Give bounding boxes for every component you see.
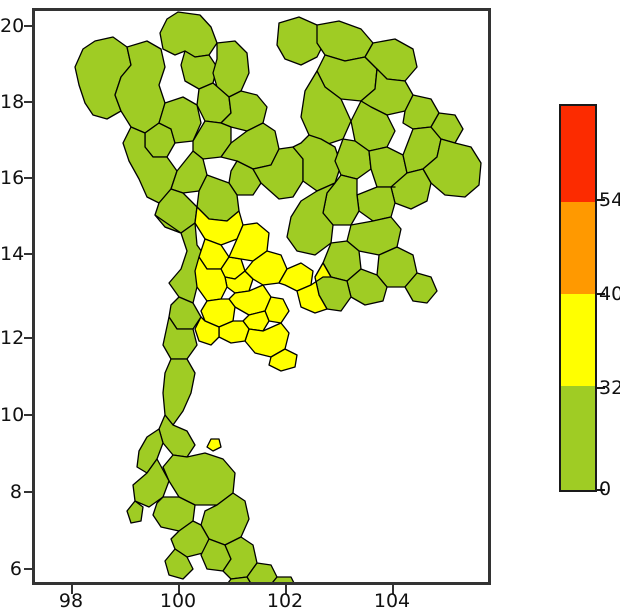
colorbar-tick-mark <box>597 387 605 389</box>
map-layer-provinces <box>74 11 482 582</box>
province-phuket <box>126 500 144 524</box>
province-angthong <box>224 270 254 294</box>
colorbar-band-red <box>561 106 595 202</box>
x-tick-label: 100 <box>159 590 197 612</box>
province-prachinburi <box>296 262 332 314</box>
province-samutprakan <box>268 348 298 372</box>
y-tick-label: 6 <box>9 558 22 580</box>
y-tick-label: 16 <box>0 167 25 189</box>
province-khonkaen <box>300 70 352 146</box>
y-tick-label: 20 <box>0 15 25 37</box>
colorbar-tick-mark <box>597 293 605 295</box>
provinces-class-0-32 <box>74 11 482 582</box>
y-tick-label: 10 <box>0 404 25 426</box>
province-chumphon <box>158 414 196 458</box>
province-ranong <box>136 428 164 474</box>
colorbar-label: 40 <box>599 283 620 305</box>
thailand-choropleth-svg <box>74 11 482 582</box>
x-tick-label: 104 <box>373 590 411 612</box>
province-phetchabun <box>252 146 304 200</box>
x-tick-mark <box>285 585 287 594</box>
province-mahasarakham <box>334 138 372 180</box>
colorbar-tick-mark <box>597 489 605 491</box>
colorbar-band-yellow <box>561 294 595 387</box>
province-sakonnakhon <box>360 68 414 116</box>
colorbar <box>559 104 597 492</box>
province-chiangrai <box>159 11 218 58</box>
colorbar-label: 0 <box>599 478 612 500</box>
y-tick-label: 14 <box>0 243 25 265</box>
colorbar-tick-mark <box>597 199 605 201</box>
province-trat <box>404 272 438 304</box>
province-rayong <box>346 268 388 306</box>
province-prachuap <box>162 358 196 426</box>
x-tick-label: 102 <box>266 590 304 612</box>
x-tick-mark <box>178 585 180 594</box>
provinces-class-32-40 <box>194 206 332 452</box>
colorbar-label: 32 <box>599 377 620 399</box>
y-tick-label: 8 <box>9 481 22 503</box>
province-phangnga <box>132 458 170 508</box>
province-samutsakhon <box>218 320 250 344</box>
y-tick-mark <box>24 491 33 493</box>
y-tick-mark <box>24 414 33 416</box>
island-kohsamui <box>206 438 222 452</box>
province-surin <box>356 186 396 222</box>
province-samutsongkhram <box>194 316 220 346</box>
province-satun <box>164 548 194 580</box>
colorbar-band-orange <box>561 202 595 295</box>
y-tick-mark <box>24 253 33 255</box>
province-narathiwat <box>272 576 295 582</box>
map-area <box>35 11 488 582</box>
province-phetchaburi <box>162 316 198 360</box>
province-nakhonratchasima <box>286 182 336 256</box>
x-tick-mark <box>392 585 394 594</box>
province-yala <box>227 576 251 582</box>
province-suphanburi <box>194 256 228 302</box>
y-tick-mark <box>24 101 33 103</box>
colorbar-label: 54 <box>599 189 620 211</box>
x-tick-label: 98 <box>58 590 84 612</box>
y-tick-mark <box>24 337 33 339</box>
x-tick-mark <box>71 585 73 594</box>
y-tick-label: 12 <box>0 327 25 349</box>
colorbar-band-green <box>561 386 595 490</box>
y-tick-mark <box>24 568 33 570</box>
y-tick-mark <box>24 177 33 179</box>
y-tick-mark <box>24 25 33 27</box>
province-loei <box>276 16 326 66</box>
y-tick-label: 18 <box>0 91 25 113</box>
